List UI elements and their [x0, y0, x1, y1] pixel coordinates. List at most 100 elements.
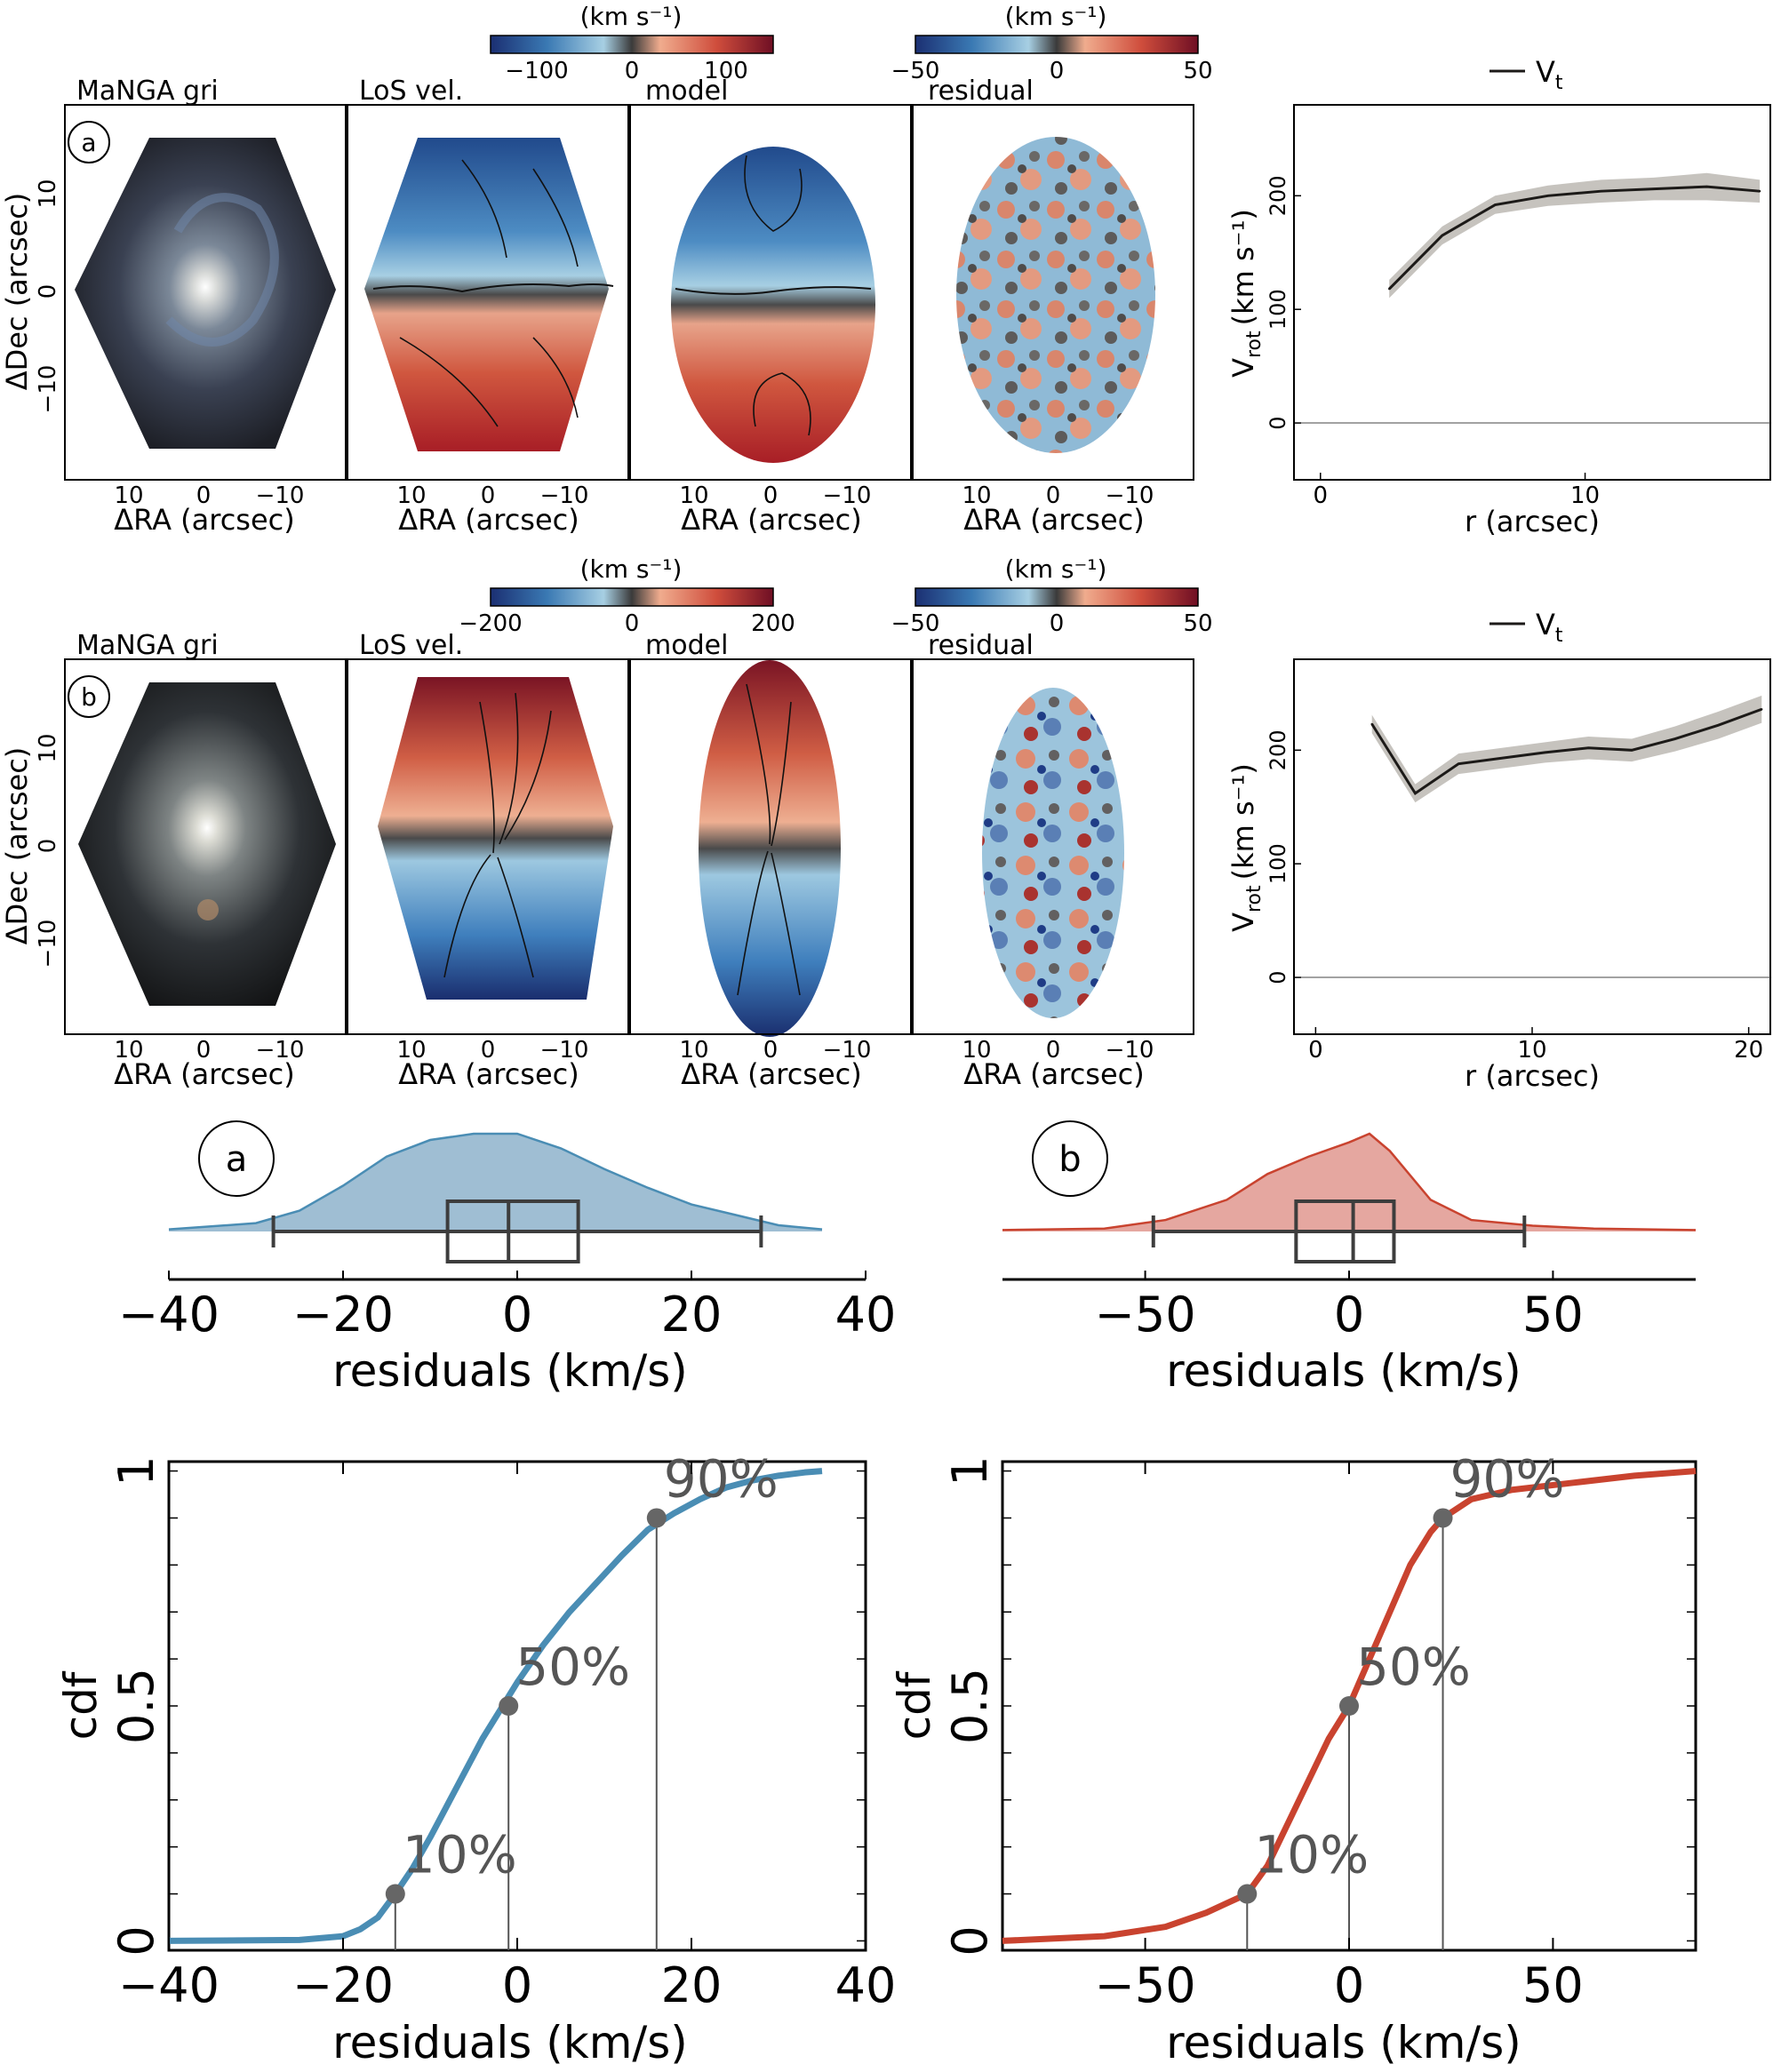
- panel-frame: [347, 658, 629, 1035]
- rc-point: [1630, 749, 1633, 752]
- colorbar-gradient: [914, 35, 1199, 54]
- rc-point: [1494, 203, 1497, 206]
- rc-curve-line: [1370, 707, 1762, 796]
- rc-point: [1500, 757, 1504, 760]
- x-tick-label: −20: [292, 1287, 394, 1343]
- legend-sub: t: [1555, 625, 1563, 647]
- x-tick: 10: [679, 482, 708, 509]
- cdf-panel-b: 10% 50% 90% −50 0 50 0 0.5 1 residuals (km/s) cd…: [889, 1448, 1697, 2068]
- model-field: [671, 147, 875, 463]
- x-tick-label: −50: [1095, 1287, 1196, 1343]
- x-tick: 10: [396, 1037, 426, 1064]
- x-axis-label: ΔRA (arcsec): [398, 1057, 579, 1091]
- panel-badge-label: a: [81, 128, 96, 157]
- rc-point: [1587, 746, 1590, 749]
- panel-badge-violin-a: a: [198, 1120, 275, 1197]
- quantile-label: 90%: [1450, 1448, 1565, 1509]
- x-tick-label: 40: [835, 1957, 897, 2013]
- x-tick: 0: [196, 482, 212, 509]
- model-field: [699, 660, 841, 1037]
- colorbar-gradient: [490, 587, 774, 607]
- map-panel-manga-b: [64, 658, 347, 1035]
- x-tick: 10: [962, 482, 991, 509]
- quantile-marker: [1433, 1508, 1453, 1528]
- x-tick-label: 10: [1517, 1037, 1546, 1064]
- iqr-box: [1294, 1199, 1396, 1263]
- rc-point: [1441, 234, 1443, 237]
- panel-badge-circle: [68, 675, 110, 718]
- x-tick-label: −20: [292, 1957, 394, 2013]
- y-tick-label: 100: [1266, 843, 1290, 884]
- rc-y-axis-text: Vrot (km s⁻¹): [1226, 763, 1266, 932]
- x-axis-label: ΔRA (arcsec): [114, 1057, 294, 1091]
- contour: [744, 155, 811, 436]
- x-axis-label: ΔRA (arcsec): [963, 503, 1144, 537]
- ylabel-unit: (km s⁻¹): [1226, 209, 1260, 325]
- y-tick-label: 0: [1266, 970, 1290, 984]
- y-tick-label: 0: [942, 1925, 998, 1956]
- y-tick-label: 200: [1266, 175, 1290, 216]
- rc-point: [1652, 187, 1656, 190]
- iqr-box: [445, 1199, 580, 1263]
- x-tick-label: 0: [1334, 1287, 1364, 1343]
- panel-badge-label: b: [1058, 1139, 1081, 1180]
- x-tick-label: 50: [1522, 1287, 1584, 1343]
- quantile-marker: [646, 1508, 667, 1528]
- colorbar-tick: 0: [1050, 610, 1065, 637]
- y-axis-label: cdf: [889, 1670, 940, 1740]
- x-tick: −10: [1106, 1037, 1154, 1064]
- x-tick-label: 0: [502, 1957, 532, 2013]
- x-tick: 0: [196, 1037, 212, 1064]
- rc-point: [1544, 751, 1546, 754]
- rc-curve-line: [1388, 185, 1761, 291]
- map-panel-model-a: [629, 104, 912, 481]
- y-tick: 10: [35, 179, 61, 208]
- x-tick-label: −40: [118, 1287, 220, 1343]
- rc-point: [1546, 195, 1550, 197]
- x-tick: 0: [1046, 482, 1061, 509]
- map-row-b: (km s⁻¹) −200 0 200 (km s⁻¹) −50 0 50 Ma…: [0, 554, 1213, 1091]
- legend-label: Vt: [1536, 55, 1563, 94]
- x-axis-label: residuals (km/s): [1166, 2017, 1521, 2068]
- y-tick: 10: [35, 733, 61, 762]
- residual-field: [982, 688, 1124, 1018]
- rc-legend: Vt: [1489, 608, 1563, 647]
- y-axis-label: cdf: [55, 1670, 107, 1740]
- rc-uncertainty-band: [1389, 172, 1761, 299]
- x-tick-label: 40: [835, 1287, 897, 1343]
- colorbar-label: (km s⁻¹): [1005, 2, 1107, 31]
- y-tick-label: 0: [108, 1925, 164, 1956]
- y-axis-label: ΔDec (arcsec): [0, 193, 34, 391]
- colorbar-tick: 0: [1050, 58, 1065, 84]
- map-row-a: (km s⁻¹) −100 0 100 (km s⁻¹) −50 0 50 Ma…: [0, 2, 1213, 537]
- contour: [737, 683, 801, 996]
- kde-fill: [1002, 1134, 1696, 1231]
- ylabel-main: V: [1226, 912, 1260, 932]
- quantile-marker: [499, 1696, 519, 1716]
- panel-title-los: LoS vel.: [359, 630, 463, 661]
- map-panel-residual-a: [912, 104, 1194, 481]
- quantile-label: 10%: [403, 1825, 517, 1885]
- map-panel-model-b: [629, 658, 912, 1037]
- x-tick-label: 0: [1308, 1037, 1323, 1064]
- x-tick: −10: [540, 1037, 589, 1064]
- rc-point: [1673, 737, 1677, 740]
- colorbar-tick: 0: [625, 58, 640, 84]
- panel-title-los: LoS vel.: [359, 76, 463, 107]
- ylabel-sub: rot: [1243, 331, 1266, 358]
- y-tick-label: 1: [108, 1455, 164, 1486]
- rc-point: [1388, 287, 1391, 291]
- colorbar-residual-a: (km s⁻¹) −50 0 50: [891, 2, 1213, 84]
- legend-label: Vt: [1536, 608, 1563, 647]
- contour: [372, 283, 614, 293]
- quantile-marker: [385, 1884, 405, 1904]
- panel-badge-label: a: [226, 1139, 248, 1180]
- residual-field: [956, 137, 1155, 453]
- colorbar-tick: 50: [1183, 610, 1212, 637]
- rc-frame: [1293, 104, 1771, 481]
- map-panel-los-b: [347, 658, 629, 1035]
- y-tick: 0: [35, 839, 61, 854]
- ylabel-main: V: [1226, 358, 1260, 378]
- quantile-marker: [1237, 1884, 1258, 1904]
- kde-line: [168, 1132, 823, 1231]
